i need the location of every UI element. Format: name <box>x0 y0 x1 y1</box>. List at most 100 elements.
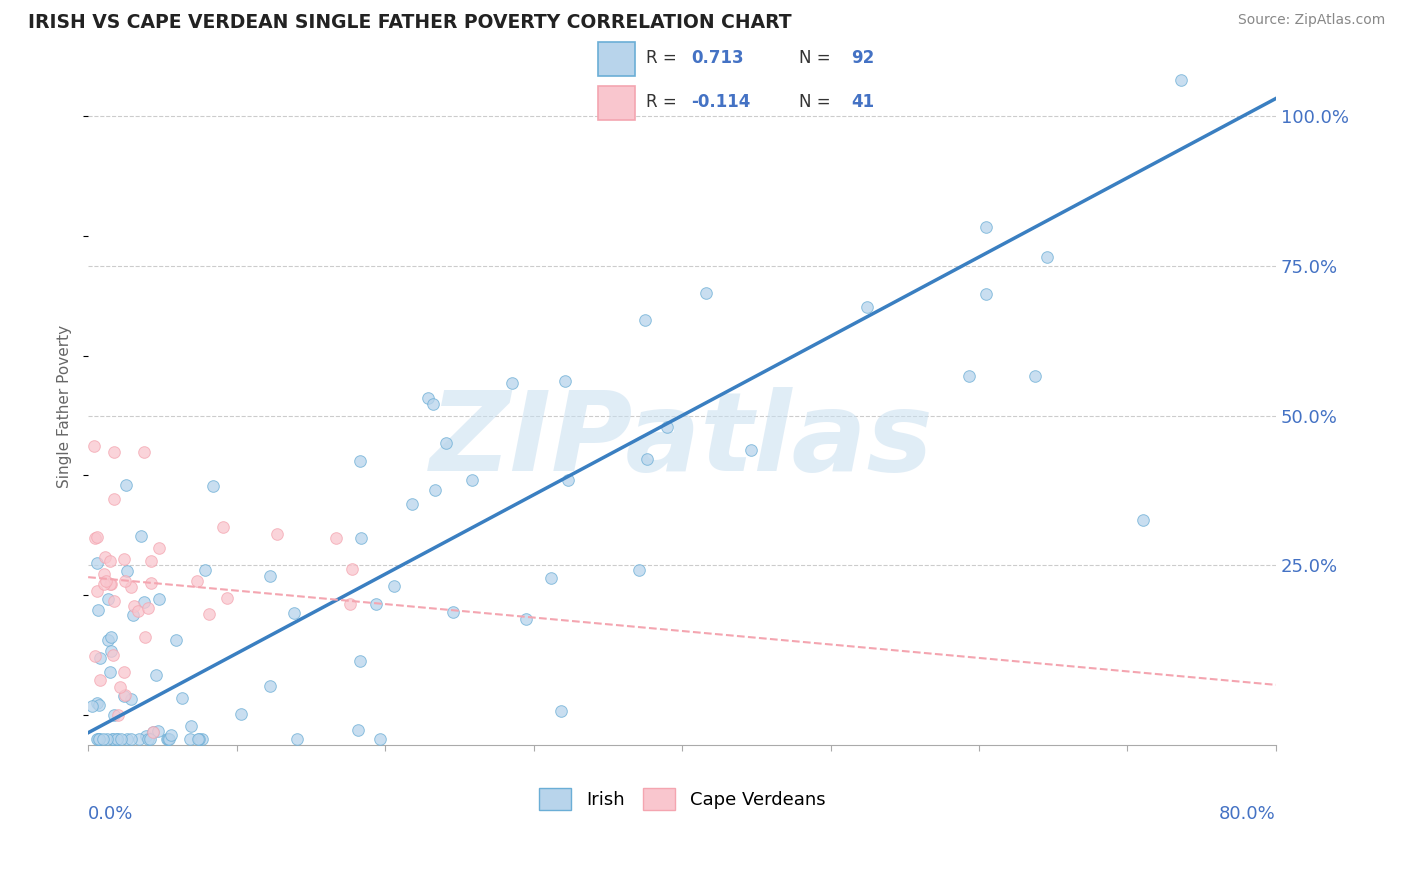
Point <box>550 704 572 718</box>
Point <box>134 595 156 609</box>
Point <box>188 731 211 746</box>
Point <box>93 566 115 581</box>
Point <box>540 571 562 585</box>
Point <box>112 689 135 703</box>
Text: N =: N = <box>799 49 837 67</box>
Point <box>740 443 762 458</box>
Point <box>83 531 105 545</box>
Point <box>364 597 387 611</box>
Point <box>98 665 121 679</box>
Point <box>856 300 879 314</box>
Point <box>170 691 193 706</box>
Point <box>98 554 121 568</box>
Point <box>425 483 447 497</box>
Point <box>441 606 464 620</box>
FancyBboxPatch shape <box>598 87 636 120</box>
Point <box>129 529 152 543</box>
Point <box>160 728 183 742</box>
Point <box>186 574 208 588</box>
Point <box>83 439 105 453</box>
Text: IRISH VS CAPE VERDEAN SINGLE FATHER POVERTY CORRELATION CHART: IRISH VS CAPE VERDEAN SINGLE FATHER POVE… <box>28 13 792 32</box>
Point <box>156 731 179 746</box>
Text: Source: ZipAtlas.com: Source: ZipAtlas.com <box>1237 13 1385 28</box>
Point <box>120 580 142 594</box>
Point <box>554 374 576 388</box>
Point <box>628 563 651 577</box>
Point <box>98 577 121 591</box>
Point <box>93 576 115 591</box>
Text: 0.713: 0.713 <box>692 49 744 67</box>
Point <box>100 731 122 746</box>
Point <box>339 597 361 611</box>
Text: N =: N = <box>799 93 837 112</box>
Point <box>217 591 239 605</box>
FancyBboxPatch shape <box>598 42 636 76</box>
Point <box>103 445 125 459</box>
Point <box>89 673 111 687</box>
Point <box>695 286 717 301</box>
Point <box>94 574 117 588</box>
Point <box>89 731 111 746</box>
Point <box>418 392 440 406</box>
Point <box>156 731 179 746</box>
Point <box>283 606 305 620</box>
Point <box>114 574 136 589</box>
Point <box>110 731 132 746</box>
Point <box>340 562 363 576</box>
Point <box>87 731 110 746</box>
Point <box>434 436 457 450</box>
Point <box>101 731 124 746</box>
Point <box>86 556 108 570</box>
Point <box>187 731 209 746</box>
Point <box>134 630 156 644</box>
Point <box>115 731 138 746</box>
Point <box>122 599 145 613</box>
Point <box>191 731 214 746</box>
Point <box>142 725 165 739</box>
Point <box>141 554 163 568</box>
Point <box>636 452 658 467</box>
Y-axis label: Single Father Poverty: Single Father Poverty <box>58 325 72 488</box>
Point <box>501 376 523 391</box>
Point <box>349 532 371 546</box>
Point <box>179 731 201 746</box>
Point <box>128 731 150 746</box>
Point <box>259 568 281 582</box>
Point <box>107 708 129 723</box>
Point <box>1036 250 1059 264</box>
Point <box>212 520 235 534</box>
Point <box>148 541 170 555</box>
Point <box>142 725 165 739</box>
Point <box>82 699 104 714</box>
Point <box>86 731 108 746</box>
Point <box>83 649 105 664</box>
Point <box>957 369 980 384</box>
Point <box>139 576 162 591</box>
Point <box>121 731 143 746</box>
Point <box>202 479 225 493</box>
Point <box>557 473 579 487</box>
Point <box>105 731 128 746</box>
Point <box>105 731 128 746</box>
Point <box>349 453 371 467</box>
Point <box>266 527 288 541</box>
Point <box>346 723 368 737</box>
Point <box>89 651 111 665</box>
Point <box>100 644 122 658</box>
Point <box>422 397 444 411</box>
Point <box>103 491 125 506</box>
Point <box>145 668 167 682</box>
Point <box>97 632 120 647</box>
Point <box>103 708 125 723</box>
Point <box>96 731 118 746</box>
Point <box>128 604 150 618</box>
Point <box>165 632 187 647</box>
Point <box>401 497 423 511</box>
Point <box>634 313 657 327</box>
Point <box>157 731 180 746</box>
Point <box>1170 73 1192 87</box>
Point <box>86 530 108 544</box>
Point <box>86 584 108 599</box>
Point <box>101 648 124 662</box>
Text: 41: 41 <box>852 93 875 112</box>
